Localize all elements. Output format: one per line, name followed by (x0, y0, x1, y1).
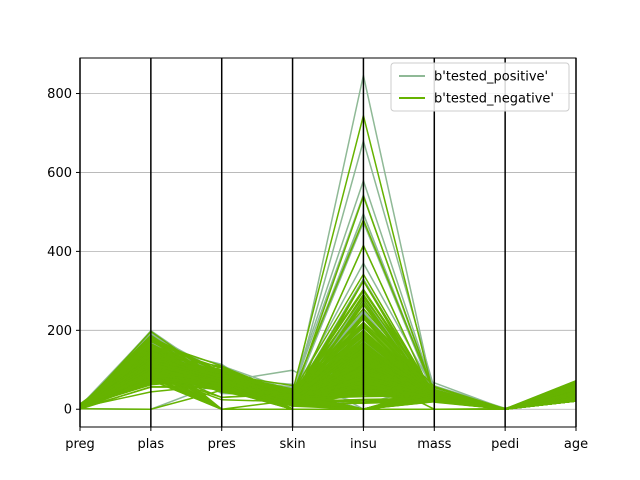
legend: b'tested_positive' b'tested_negative' (390, 62, 570, 112)
x-tick-label-preg: preg (65, 437, 95, 452)
x-tick-label-plas: plas (138, 437, 165, 452)
tick-labels: 0 200 400 600 800 preg plas pres skin insu mass ped… (47, 87, 588, 452)
y-tick-label: 400 (47, 245, 72, 260)
x-tick-label-skin: skin (279, 437, 305, 452)
x-tick-label-age: age (564, 437, 588, 452)
legend-box (390, 62, 570, 112)
y-tick-label: 600 (47, 166, 72, 181)
x-tick-label-pedi: pedi (491, 437, 519, 452)
series-line (79, 360, 577, 410)
y-tick-label: 0 (64, 403, 72, 418)
x-tick-label-pres: pres (208, 437, 236, 452)
series-negative-lines (79, 115, 577, 410)
legend-label: b'tested_positive' (434, 70, 548, 85)
x-tick-label-mass: mass (417, 437, 451, 452)
legend-label: b'tested_negative' (434, 92, 554, 107)
y-tick-label: 800 (47, 87, 72, 102)
x-tick-label-insu: insu (350, 437, 377, 452)
plot-frame (79, 57, 577, 428)
y-tick-label: 200 (47, 324, 72, 339)
data-lines (79, 75, 577, 410)
